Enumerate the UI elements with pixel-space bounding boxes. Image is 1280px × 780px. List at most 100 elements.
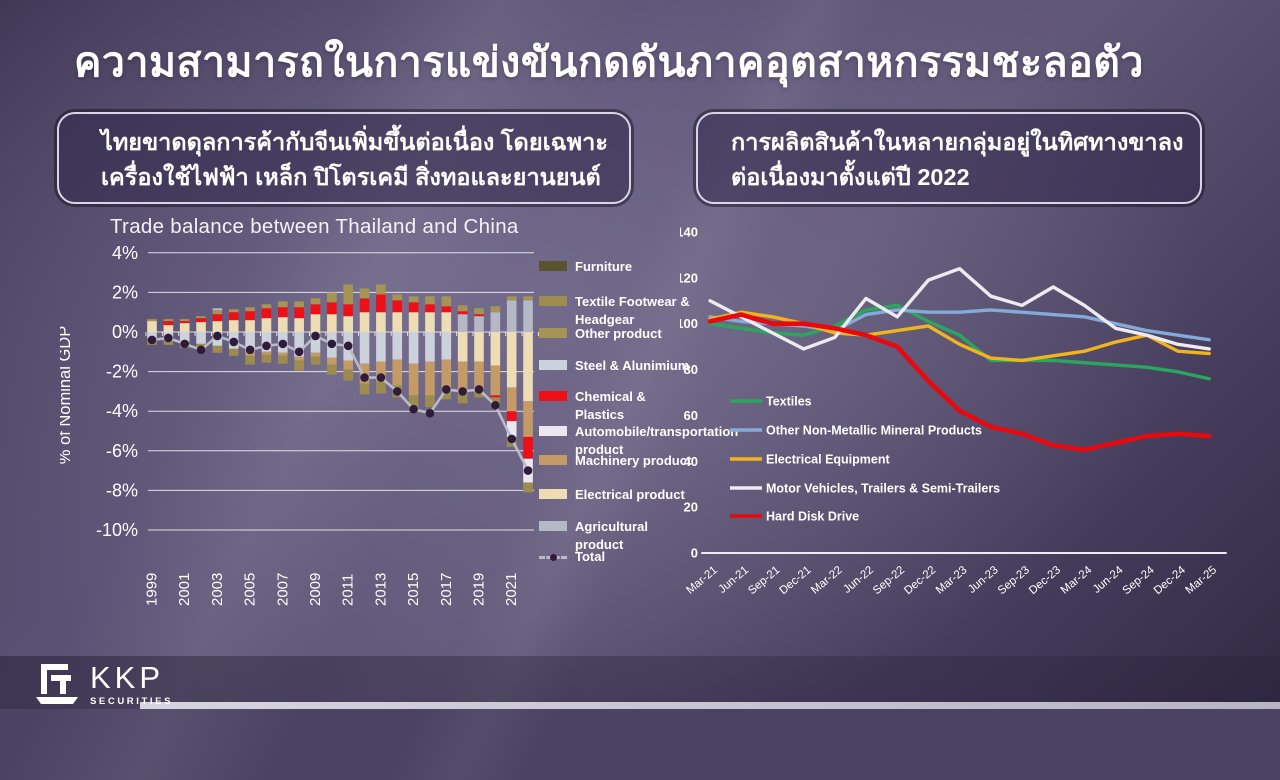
svg-text:Jun-22: Jun-22 [841, 564, 876, 596]
total-dot [491, 400, 500, 410]
legend-label: Electrical Equipment [766, 453, 890, 467]
legend-label: Motor Vehicles, Trailers & Semi-Trailers [766, 482, 1000, 496]
total-dot [196, 345, 206, 355]
legend-label: Total [575, 549, 606, 564]
legend-label: Furniture [575, 259, 633, 274]
x-axis-labels: 1999 2001 2003 2005 2007 2009 2011 2013 2015 2017… [144, 573, 521, 606]
svg-text:2015: 2015 [405, 573, 422, 606]
total-dot [376, 373, 386, 382]
y-tick-label: 120 [680, 270, 698, 285]
y-tick-label: 2% [112, 282, 138, 302]
production-index-line-chart: 140120100806040200Mar-21Jun-21Sep-21Dec-… [680, 224, 1227, 597]
svg-text:Dec-24: Dec-24 [1152, 564, 1189, 597]
bottom-band [0, 656, 1280, 709]
total-dot [262, 341, 271, 351]
legend-label: Textiles [766, 395, 812, 409]
legend-label: Textile Footwear & Headgear [575, 294, 690, 328]
svg-text:2017: 2017 [438, 573, 455, 606]
legend-label: Electrical product [575, 487, 685, 502]
y-tick-label: 140 [680, 224, 698, 239]
legend-swatch [539, 521, 567, 531]
y-tick-label: 80 [684, 362, 698, 377]
svg-text:Mar-21: Mar-21 [684, 564, 720, 597]
y-tick-label: 4% [112, 243, 138, 263]
legend-item: Chemical & Plastics [539, 388, 697, 425]
y-tick-label: 0 [691, 546, 698, 561]
total-dot [474, 385, 484, 394]
legend-swatch [539, 296, 567, 306]
legend-item: Steel & Alunimium [539, 357, 689, 375]
legend-item: Total [539, 548, 605, 566]
logo-name: KKP [90, 660, 165, 695]
legend-item: Textile Footwear & Headgear [539, 293, 697, 330]
series-line [708, 303, 1211, 381]
y-tick-label: -4% [106, 401, 138, 421]
total-dot [311, 331, 320, 341]
legend-label: Automobile/transportation product [575, 424, 739, 458]
legend-swatch [539, 426, 567, 436]
svg-text:Jun-21: Jun-21 [716, 564, 751, 596]
total-dot [442, 385, 451, 394]
svg-text:Sep-21: Sep-21 [746, 564, 782, 597]
legend-item: Other product [539, 325, 662, 343]
svg-text:Mar-23: Mar-23 [934, 564, 970, 597]
y-tick-label: -8% [106, 480, 138, 500]
y-tick-label: -10% [96, 520, 138, 540]
x-axis-labels: Mar-21Jun-21Sep-21Dec-21Mar-22Jun-22Sep-… [684, 564, 1219, 597]
total-dot [229, 337, 239, 347]
y-tick-label: -6% [106, 441, 138, 461]
legend-item: Machinery product [539, 452, 691, 470]
trade-balance-bar-chart: 4% 2% 0% -2% -4% -6% -8% -10% 1999 2001 2003 2005 20… [60, 243, 539, 606]
total-dot [164, 333, 173, 343]
svg-text:2001: 2001 [176, 573, 193, 606]
total-dot [458, 387, 467, 396]
kkp-logo-glyph-icon [36, 664, 78, 704]
kkp-logo: KKP SECURITIES [34, 662, 173, 707]
y-tick-label: -2% [106, 362, 138, 382]
legend-label: Chemical & Plastics [575, 389, 646, 423]
bar-series [147, 284, 533, 493]
svg-text:Mar-22: Mar-22 [809, 564, 845, 597]
svg-text:2005: 2005 [242, 573, 259, 606]
svg-text:Dec-21: Dec-21 [777, 564, 813, 597]
y-tick-label: 100 [680, 316, 698, 331]
y-tick-label: 60 [684, 408, 698, 423]
svg-text:2011: 2011 [340, 574, 357, 606]
line-chart-legend: Textiles Other Non-Metallic Mineral Produ… [730, 395, 1000, 524]
legend-label: Agricultural product [575, 519, 648, 553]
trade-balance-legend: Furniture Textile Footwear & Headgear Othe… [539, 250, 738, 580]
svg-text:2021: 2021 [503, 573, 520, 606]
total-dot [213, 331, 222, 341]
y-axis-title: % of Nominal GDP [60, 326, 74, 464]
svg-text:2013: 2013 [372, 573, 389, 606]
bottom-accent-strip [140, 702, 1280, 709]
total-dot [294, 347, 304, 357]
legend-label: Other Non-Metallic Mineral Products [766, 424, 982, 438]
callout-trade-deficit: ไทยขาดดุลการค้ากับจีนเพิ่มขึ้นต่อเนื่อง … [57, 112, 631, 204]
y-tick-label: 20 [684, 500, 698, 515]
svg-text:Dec-22: Dec-22 [902, 564, 938, 597]
total-dot [523, 466, 533, 475]
legend-label: Machinery product [575, 453, 692, 468]
svg-text:2007: 2007 [274, 573, 291, 606]
svg-text:2019: 2019 [471, 573, 488, 606]
series-line [707, 312, 1212, 453]
page-title: ความสามารถในการแข่งขันกดดันภาคอุตสาหกรรม… [74, 39, 1144, 85]
series-line [708, 266, 1211, 351]
svg-text:Sep-22: Sep-22 [871, 564, 907, 597]
legend-swatch [539, 554, 567, 561]
total-dot [409, 404, 418, 414]
total-dot [425, 408, 435, 418]
svg-text:Sep-23: Sep-23 [996, 564, 1032, 597]
legend-swatch [539, 261, 567, 271]
legend-swatch [539, 455, 567, 465]
legend-swatch [539, 489, 567, 499]
legend-label: Hard Disk Drive [766, 510, 859, 524]
svg-text:Sep-24: Sep-24 [1121, 564, 1158, 597]
logo-subtitle: SECURITIES [90, 696, 174, 707]
legend-label: Steel & Alunimium [575, 358, 690, 373]
legend-item: Furniture [539, 258, 632, 276]
total-dot [343, 341, 353, 351]
total-dot [278, 339, 288, 349]
svg-text:Dec-23: Dec-23 [1027, 564, 1063, 597]
